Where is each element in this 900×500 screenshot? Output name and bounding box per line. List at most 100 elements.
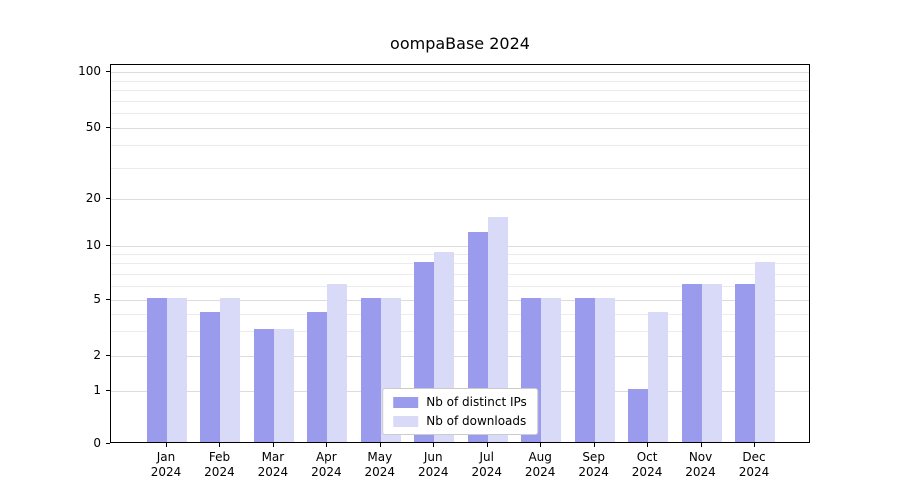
x-tick-mark bbox=[433, 443, 435, 447]
bar-downloads bbox=[167, 297, 187, 442]
x-tick-year: 2024 bbox=[364, 465, 396, 479]
x-tick-label: Aug 2024 bbox=[510, 450, 570, 480]
minor-gridline bbox=[111, 285, 809, 287]
y-tick-label: 1 bbox=[93, 382, 101, 397]
x-tick-mark bbox=[540, 443, 542, 447]
y-tick-label: 10 bbox=[85, 238, 101, 253]
bar-distinct-ips bbox=[200, 311, 221, 442]
major-gridline bbox=[111, 127, 809, 129]
x-tick-month: Jan bbox=[156, 450, 176, 464]
y-tick-mark bbox=[106, 71, 110, 73]
x-tick-label: Mar 2024 bbox=[243, 450, 303, 480]
x-tick-label: Dec 2024 bbox=[724, 450, 784, 480]
y-tick-label: 50 bbox=[85, 119, 101, 134]
minor-gridline bbox=[111, 113, 809, 115]
y-tick-mark bbox=[106, 355, 110, 357]
x-tick-month: Oct bbox=[636, 450, 658, 464]
x-tick-mark bbox=[219, 443, 221, 447]
y-tick-label: 100 bbox=[78, 64, 101, 79]
legend-label: Nb of downloads bbox=[426, 414, 527, 428]
x-tick-year: 2024 bbox=[417, 465, 449, 479]
bar-distinct-ips bbox=[307, 311, 328, 442]
minor-gridline bbox=[111, 263, 809, 265]
y-tick-label: 5 bbox=[93, 291, 101, 306]
x-tick-mark bbox=[379, 443, 381, 447]
plot-area bbox=[110, 64, 810, 443]
minor-gridline bbox=[111, 80, 809, 82]
x-tick-year: 2024 bbox=[738, 465, 770, 479]
major-gridline bbox=[111, 246, 809, 248]
minor-gridline bbox=[111, 145, 809, 147]
y-tick-mark bbox=[106, 198, 110, 200]
y-tick-mark bbox=[106, 443, 110, 444]
legend-entry: Nb of distinct IPs bbox=[393, 395, 527, 409]
minor-gridline bbox=[111, 273, 809, 275]
x-tick-mark bbox=[754, 443, 755, 447]
major-gridline bbox=[111, 299, 809, 301]
legend-label: Nb of distinct IPs bbox=[426, 395, 527, 409]
x-tick-label: Sep 2024 bbox=[564, 450, 624, 480]
bar-downloads bbox=[327, 283, 348, 442]
x-tick-month: Jul bbox=[479, 450, 494, 464]
bar-downloads bbox=[594, 297, 615, 442]
bar-downloads bbox=[701, 283, 722, 442]
bar-distinct-ips bbox=[681, 283, 702, 442]
minor-gridline bbox=[111, 90, 809, 92]
minor-gridline bbox=[111, 100, 809, 102]
x-tick-label: May 2024 bbox=[350, 450, 410, 480]
x-tick-label: Apr 2024 bbox=[296, 450, 356, 480]
minor-gridline bbox=[111, 254, 809, 256]
y-tick-mark bbox=[106, 389, 110, 391]
bar-downloads bbox=[487, 216, 508, 442]
x-tick-year: 2024 bbox=[204, 465, 235, 479]
x-tick-mark bbox=[486, 443, 488, 447]
bar-downloads bbox=[220, 297, 241, 442]
major-gridline bbox=[111, 199, 809, 201]
x-tick-month: Jun bbox=[423, 450, 443, 464]
x-tick-month: Apr bbox=[315, 450, 337, 464]
bar-distinct-ips bbox=[735, 283, 755, 442]
legend-swatch-downloads bbox=[393, 415, 419, 427]
x-tick-mark bbox=[326, 443, 328, 447]
x-tick-label: Nov 2024 bbox=[671, 450, 731, 480]
x-tick-month: Nov bbox=[688, 450, 713, 464]
x-tick-label: Jan 2024 bbox=[136, 450, 196, 480]
x-tick-month: Mar bbox=[261, 450, 285, 464]
x-tick-year: 2024 bbox=[578, 465, 609, 479]
x-tick-month: Sep bbox=[582, 450, 605, 464]
x-tick-label: Feb 2024 bbox=[189, 450, 249, 480]
legend-entry: Nb of downloads bbox=[393, 414, 527, 428]
x-tick-year: 2024 bbox=[631, 465, 663, 479]
bar-downloads bbox=[755, 261, 775, 442]
bar-distinct-ips bbox=[628, 388, 649, 442]
legend-swatch-distinct-ips bbox=[393, 396, 419, 408]
bar-distinct-ips bbox=[360, 297, 381, 442]
x-tick-month: May bbox=[367, 450, 393, 464]
minor-gridline bbox=[111, 313, 809, 315]
x-tick-mark bbox=[700, 443, 702, 447]
bar-distinct-ips bbox=[574, 297, 595, 442]
x-tick-mark bbox=[166, 443, 167, 447]
x-tick-year: 2024 bbox=[471, 465, 502, 479]
x-tick-year: 2024 bbox=[685, 465, 716, 479]
x-tick-mark bbox=[272, 443, 274, 447]
legend: Nb of distinct IPs Nb of downloads bbox=[382, 388, 538, 435]
chart-title: oompaBase 2024 bbox=[390, 34, 530, 53]
minor-gridline bbox=[111, 331, 809, 333]
x-tick-label: Jul 2024 bbox=[457, 450, 517, 480]
x-tick-year: 2024 bbox=[257, 465, 289, 479]
bar-downloads bbox=[541, 297, 562, 442]
bar-downloads bbox=[273, 329, 294, 442]
x-tick-month: Feb bbox=[208, 450, 231, 464]
y-tick-mark bbox=[106, 126, 110, 128]
bar-distinct-ips bbox=[253, 329, 274, 442]
x-tick-label: Jun 2024 bbox=[403, 450, 463, 480]
minor-gridline bbox=[111, 167, 809, 169]
y-tick-label: 20 bbox=[85, 191, 101, 206]
x-tick-mark bbox=[593, 443, 595, 447]
bar-distinct-ips bbox=[147, 297, 167, 442]
bar-downloads bbox=[648, 311, 669, 442]
x-tick-month: Dec bbox=[742, 450, 766, 464]
y-tick-label: 0 bbox=[93, 436, 101, 450]
